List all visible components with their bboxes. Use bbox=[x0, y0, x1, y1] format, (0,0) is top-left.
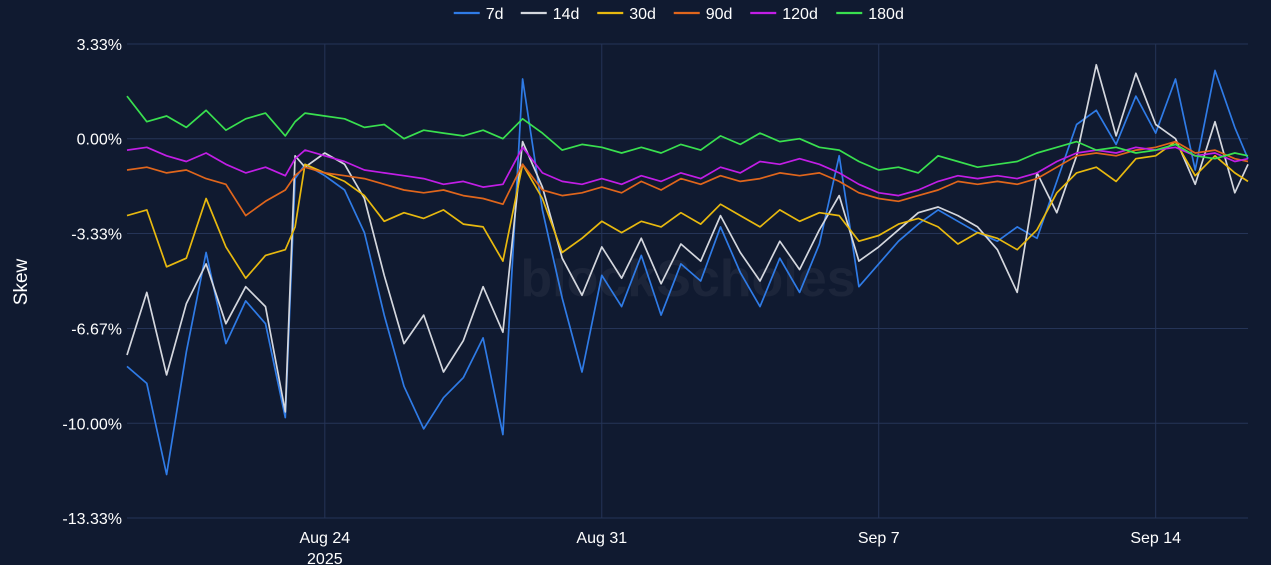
x-tick-label: Aug 31 bbox=[576, 530, 627, 547]
legend-label: 7d bbox=[486, 6, 504, 23]
legend-item-180d[interactable]: 180d bbox=[836, 6, 904, 23]
grid bbox=[127, 43, 1248, 519]
watermark: blockScholes bbox=[520, 250, 855, 308]
series-layer bbox=[126, 63, 1249, 476]
x-tick-label: Sep 7 bbox=[858, 530, 900, 547]
x-tick-label: Sep 14 bbox=[1130, 530, 1181, 547]
legend-label: 90d bbox=[706, 6, 733, 23]
y-tick-label: -6.67% bbox=[71, 322, 122, 339]
series-line-90d bbox=[126, 140, 1249, 217]
series-line-120d bbox=[126, 146, 1249, 197]
legend-item-7d[interactable]: 7d bbox=[453, 6, 504, 23]
x-axis: Aug 24 2025 Aug 31 Sep 7 Sep 14 bbox=[299, 530, 1181, 565]
legend-item-14d[interactable]: 14d bbox=[520, 6, 580, 23]
legend-item-30d[interactable]: 30d bbox=[597, 6, 656, 23]
y-tick-label: -13.33% bbox=[62, 511, 122, 528]
y-axis-title: Skew bbox=[11, 258, 32, 305]
legend-label: 30d bbox=[629, 6, 656, 23]
y-tick-label: -10.00% bbox=[62, 416, 122, 433]
legend-label: 180d bbox=[868, 6, 904, 23]
y-axis: 3.33% 0.00% -3.33% -6.67% -10.00% -13.33% bbox=[62, 37, 122, 528]
y-tick-label: 3.33% bbox=[77, 37, 122, 54]
x-tick-label: Aug 24 bbox=[299, 530, 350, 547]
legend-label: 14d bbox=[553, 6, 580, 23]
x-year-label: 2025 bbox=[307, 551, 343, 565]
series-line-180d bbox=[126, 95, 1249, 174]
legend-item-90d[interactable]: 90d bbox=[673, 6, 733, 23]
legend-label: 120d bbox=[782, 6, 818, 23]
legend-item-120d[interactable]: 120d bbox=[750, 6, 818, 23]
y-tick-label: 0.00% bbox=[77, 132, 122, 149]
y-tick-label: -3.33% bbox=[71, 226, 122, 243]
series-line-14d bbox=[126, 63, 1249, 413]
legend[interactable]: 7d 14d 30d 90d 120d 180d bbox=[453, 6, 904, 23]
series-line-30d bbox=[126, 140, 1249, 280]
